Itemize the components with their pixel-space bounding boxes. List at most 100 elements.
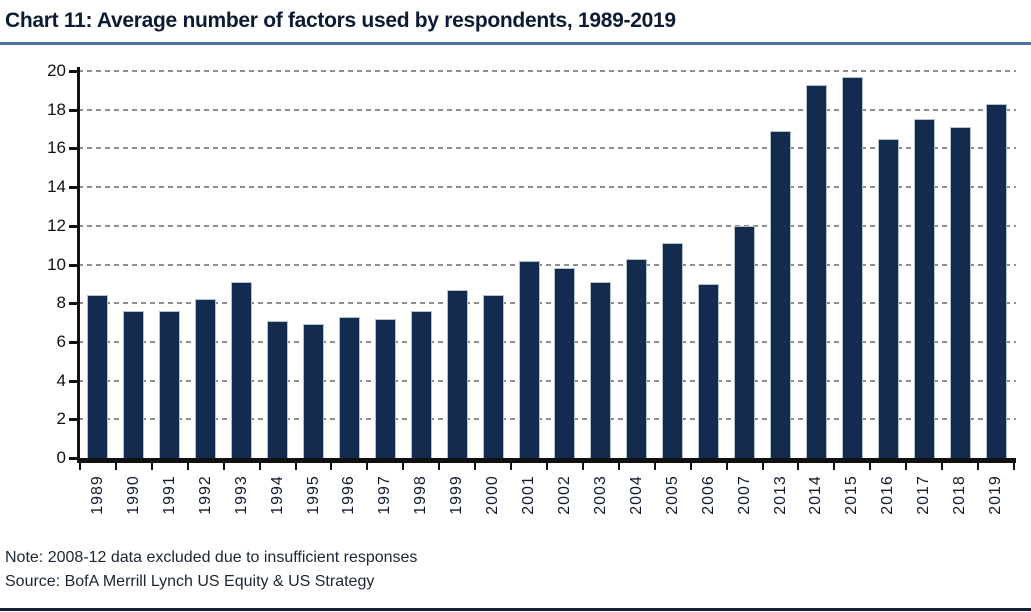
bar-1997 (374, 318, 396, 458)
x-axis-tick (222, 463, 225, 470)
x-axis-tick (330, 463, 333, 470)
y-axis-tick (69, 340, 77, 344)
x-tick-label: 1995 (304, 475, 322, 515)
bar-1992 (195, 299, 217, 458)
x-axis-tick (438, 463, 441, 470)
bar-1999 (446, 289, 468, 458)
x-axis-tick (797, 463, 800, 470)
x-tick-label: 2015 (843, 475, 861, 515)
bar-1998 (410, 310, 432, 458)
x-axis-tick (869, 463, 872, 470)
bar-2000 (482, 295, 504, 458)
x-axis-tick (366, 463, 369, 470)
bar-1991 (159, 310, 181, 458)
x-tick-label: 1999 (448, 475, 466, 515)
bar-1990 (123, 310, 145, 458)
bar-2016 (877, 138, 899, 458)
x-tick-label: 1989 (88, 475, 106, 515)
x-axis-tick (617, 463, 620, 470)
x-tick-label: 2003 (591, 475, 609, 515)
bar-1989 (87, 295, 109, 458)
y-axis-tick (69, 70, 77, 73)
gridline (78, 379, 1016, 382)
x-tick-label: 1991 (160, 475, 178, 515)
gridline (78, 186, 1016, 189)
gridline (78, 147, 1016, 150)
x-tick-label: 2018 (951, 475, 969, 515)
bar-1993 (231, 281, 253, 458)
x-tick-label: 2000 (484, 475, 502, 515)
y-tick-label: 20 (47, 61, 66, 80)
title-underline-rule (0, 42, 1031, 45)
y-axis-tick (69, 108, 77, 112)
x-tick-label: 2014 (807, 475, 825, 515)
x-tick-label: 2005 (663, 475, 681, 515)
x-tick-label: 2001 (520, 475, 538, 515)
x-tick-label: 1997 (376, 475, 394, 515)
x-axis-tick (725, 463, 728, 470)
x-axis-tick (402, 463, 405, 470)
y-axis-tick (69, 263, 77, 267)
bar-2014 (805, 84, 827, 458)
bar-2006 (698, 283, 720, 458)
bar-2015 (841, 76, 863, 458)
x-tick-label: 1996 (340, 475, 358, 515)
y-tick-label: 8 (56, 293, 66, 313)
x-axis-tick (833, 463, 836, 470)
y-tick-label: 4 (56, 370, 66, 390)
x-axis-tick (581, 463, 584, 470)
y-axis-tick (69, 147, 77, 151)
y-axis-tick (69, 457, 77, 460)
y-axis-tick (69, 302, 77, 306)
x-axis-tick (294, 463, 297, 470)
x-axis-tick (79, 463, 81, 470)
x-axis-tick (905, 463, 908, 470)
x-axis-tick (510, 463, 513, 470)
gridline (78, 70, 1016, 72)
gridline (78, 108, 1016, 111)
gridline (78, 263, 1016, 266)
x-tick-label: 2007 (735, 475, 753, 515)
bottom-border-rule (0, 608, 1031, 611)
y-tick-label: 14 (47, 177, 66, 197)
bar-2018 (949, 127, 971, 458)
gridline (78, 418, 1016, 421)
chart-note: Note: 2008-12 data excluded due to insuf… (5, 549, 418, 566)
x-axis-line (77, 458, 1016, 463)
x-axis-tick (186, 463, 189, 470)
x-axis-tick (114, 463, 117, 470)
bar-2002 (554, 268, 576, 458)
y-tick-label: 12 (47, 215, 66, 235)
x-tick-label: 1993 (232, 475, 250, 515)
bar-2007 (734, 225, 756, 458)
x-tick-label: 2017 (915, 475, 933, 515)
x-axis-tick (1013, 463, 1015, 470)
x-axis-tick (977, 463, 980, 470)
x-axis-tick (150, 463, 153, 470)
x-tick-label: 2019 (987, 475, 1005, 515)
bar-2013 (770, 130, 791, 458)
gridline (78, 302, 1016, 305)
bar-2003 (590, 281, 612, 458)
bar-2005 (662, 243, 684, 458)
x-axis-tick (761, 463, 764, 470)
bar-1994 (267, 320, 289, 458)
y-tick-label: 6 (56, 331, 66, 351)
y-tick-label: 18 (47, 99, 66, 119)
x-axis-tick (689, 463, 692, 470)
bar-2001 (518, 260, 540, 458)
y-tick-label: 10 (47, 254, 66, 274)
gridline (78, 340, 1016, 343)
x-axis-tick (941, 463, 944, 470)
y-axis-tick (69, 418, 77, 422)
y-axis-tick (69, 224, 77, 228)
x-tick-label: 2002 (555, 475, 573, 515)
x-tick-label: 2016 (879, 475, 897, 515)
x-axis-tick (258, 463, 261, 470)
x-tick-label: 1998 (412, 475, 430, 515)
y-tick-label: 2 (56, 409, 66, 429)
y-tick-label: 16 (47, 138, 66, 158)
y-axis-tick (69, 379, 77, 383)
bar-1995 (303, 324, 324, 458)
